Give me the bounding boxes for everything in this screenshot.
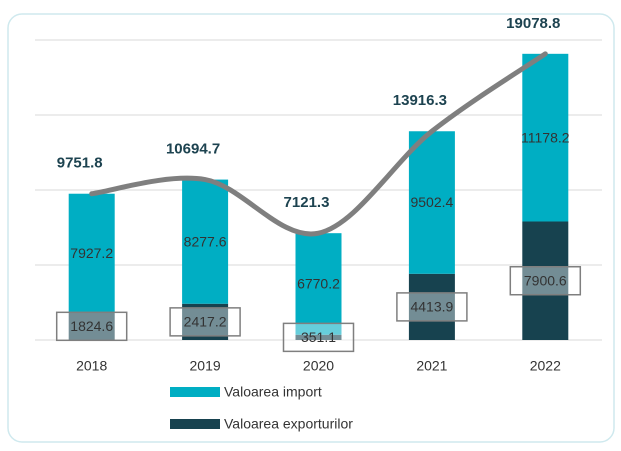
value-label-box	[509, 265, 582, 296]
value-label: 1824.6	[70, 318, 113, 334]
bar-segment	[295, 233, 342, 335]
bar-segment	[68, 193, 115, 313]
x-tick-label: 2022	[530, 358, 561, 374]
frame	[7, 13, 615, 443]
bar-segment	[522, 221, 569, 340]
x-tick-label: 2019	[190, 358, 221, 374]
value-label: 7927.2	[70, 245, 113, 261]
total-label: 7121.3	[284, 194, 330, 211]
x-tick-label: 2018	[76, 358, 107, 374]
total-label: 13916.3	[393, 92, 447, 109]
legend-label: Valoarea import	[224, 384, 322, 400]
legend-swatch	[170, 387, 220, 397]
value-label: 2417.2	[184, 314, 227, 330]
value-label: 7900.6	[524, 272, 567, 288]
value-label-box	[55, 311, 128, 342]
value-label-box	[282, 322, 355, 353]
bar-segment	[408, 273, 455, 340]
value-label: 4413.9	[410, 299, 453, 315]
bar-segment	[182, 303, 229, 340]
value-label-box	[169, 307, 241, 337]
bar-segment	[522, 53, 569, 222]
bar-segment	[68, 312, 115, 340]
value-label: 8277.6	[184, 233, 227, 249]
legend-swatch	[170, 419, 220, 429]
value-label: 351.1	[301, 329, 336, 345]
x-tick-label: 2021	[416, 358, 447, 374]
bar-segment	[182, 179, 229, 304]
x-tick-label: 2020	[303, 358, 334, 374]
value-label-box	[396, 292, 468, 322]
total-line	[89, 51, 548, 237]
total-label: 9751.8	[57, 155, 103, 172]
legend-label: Valoarea exporturilor	[224, 416, 353, 432]
total-label: 19078.8	[506, 15, 560, 32]
bar-segment	[295, 334, 342, 340]
value-label: 9502.4	[410, 194, 453, 210]
bar-segment	[408, 131, 455, 274]
value-label: 11178.2	[521, 129, 570, 145]
value-label: 6770.2	[297, 276, 340, 292]
total-label: 10694.7	[166, 141, 220, 158]
